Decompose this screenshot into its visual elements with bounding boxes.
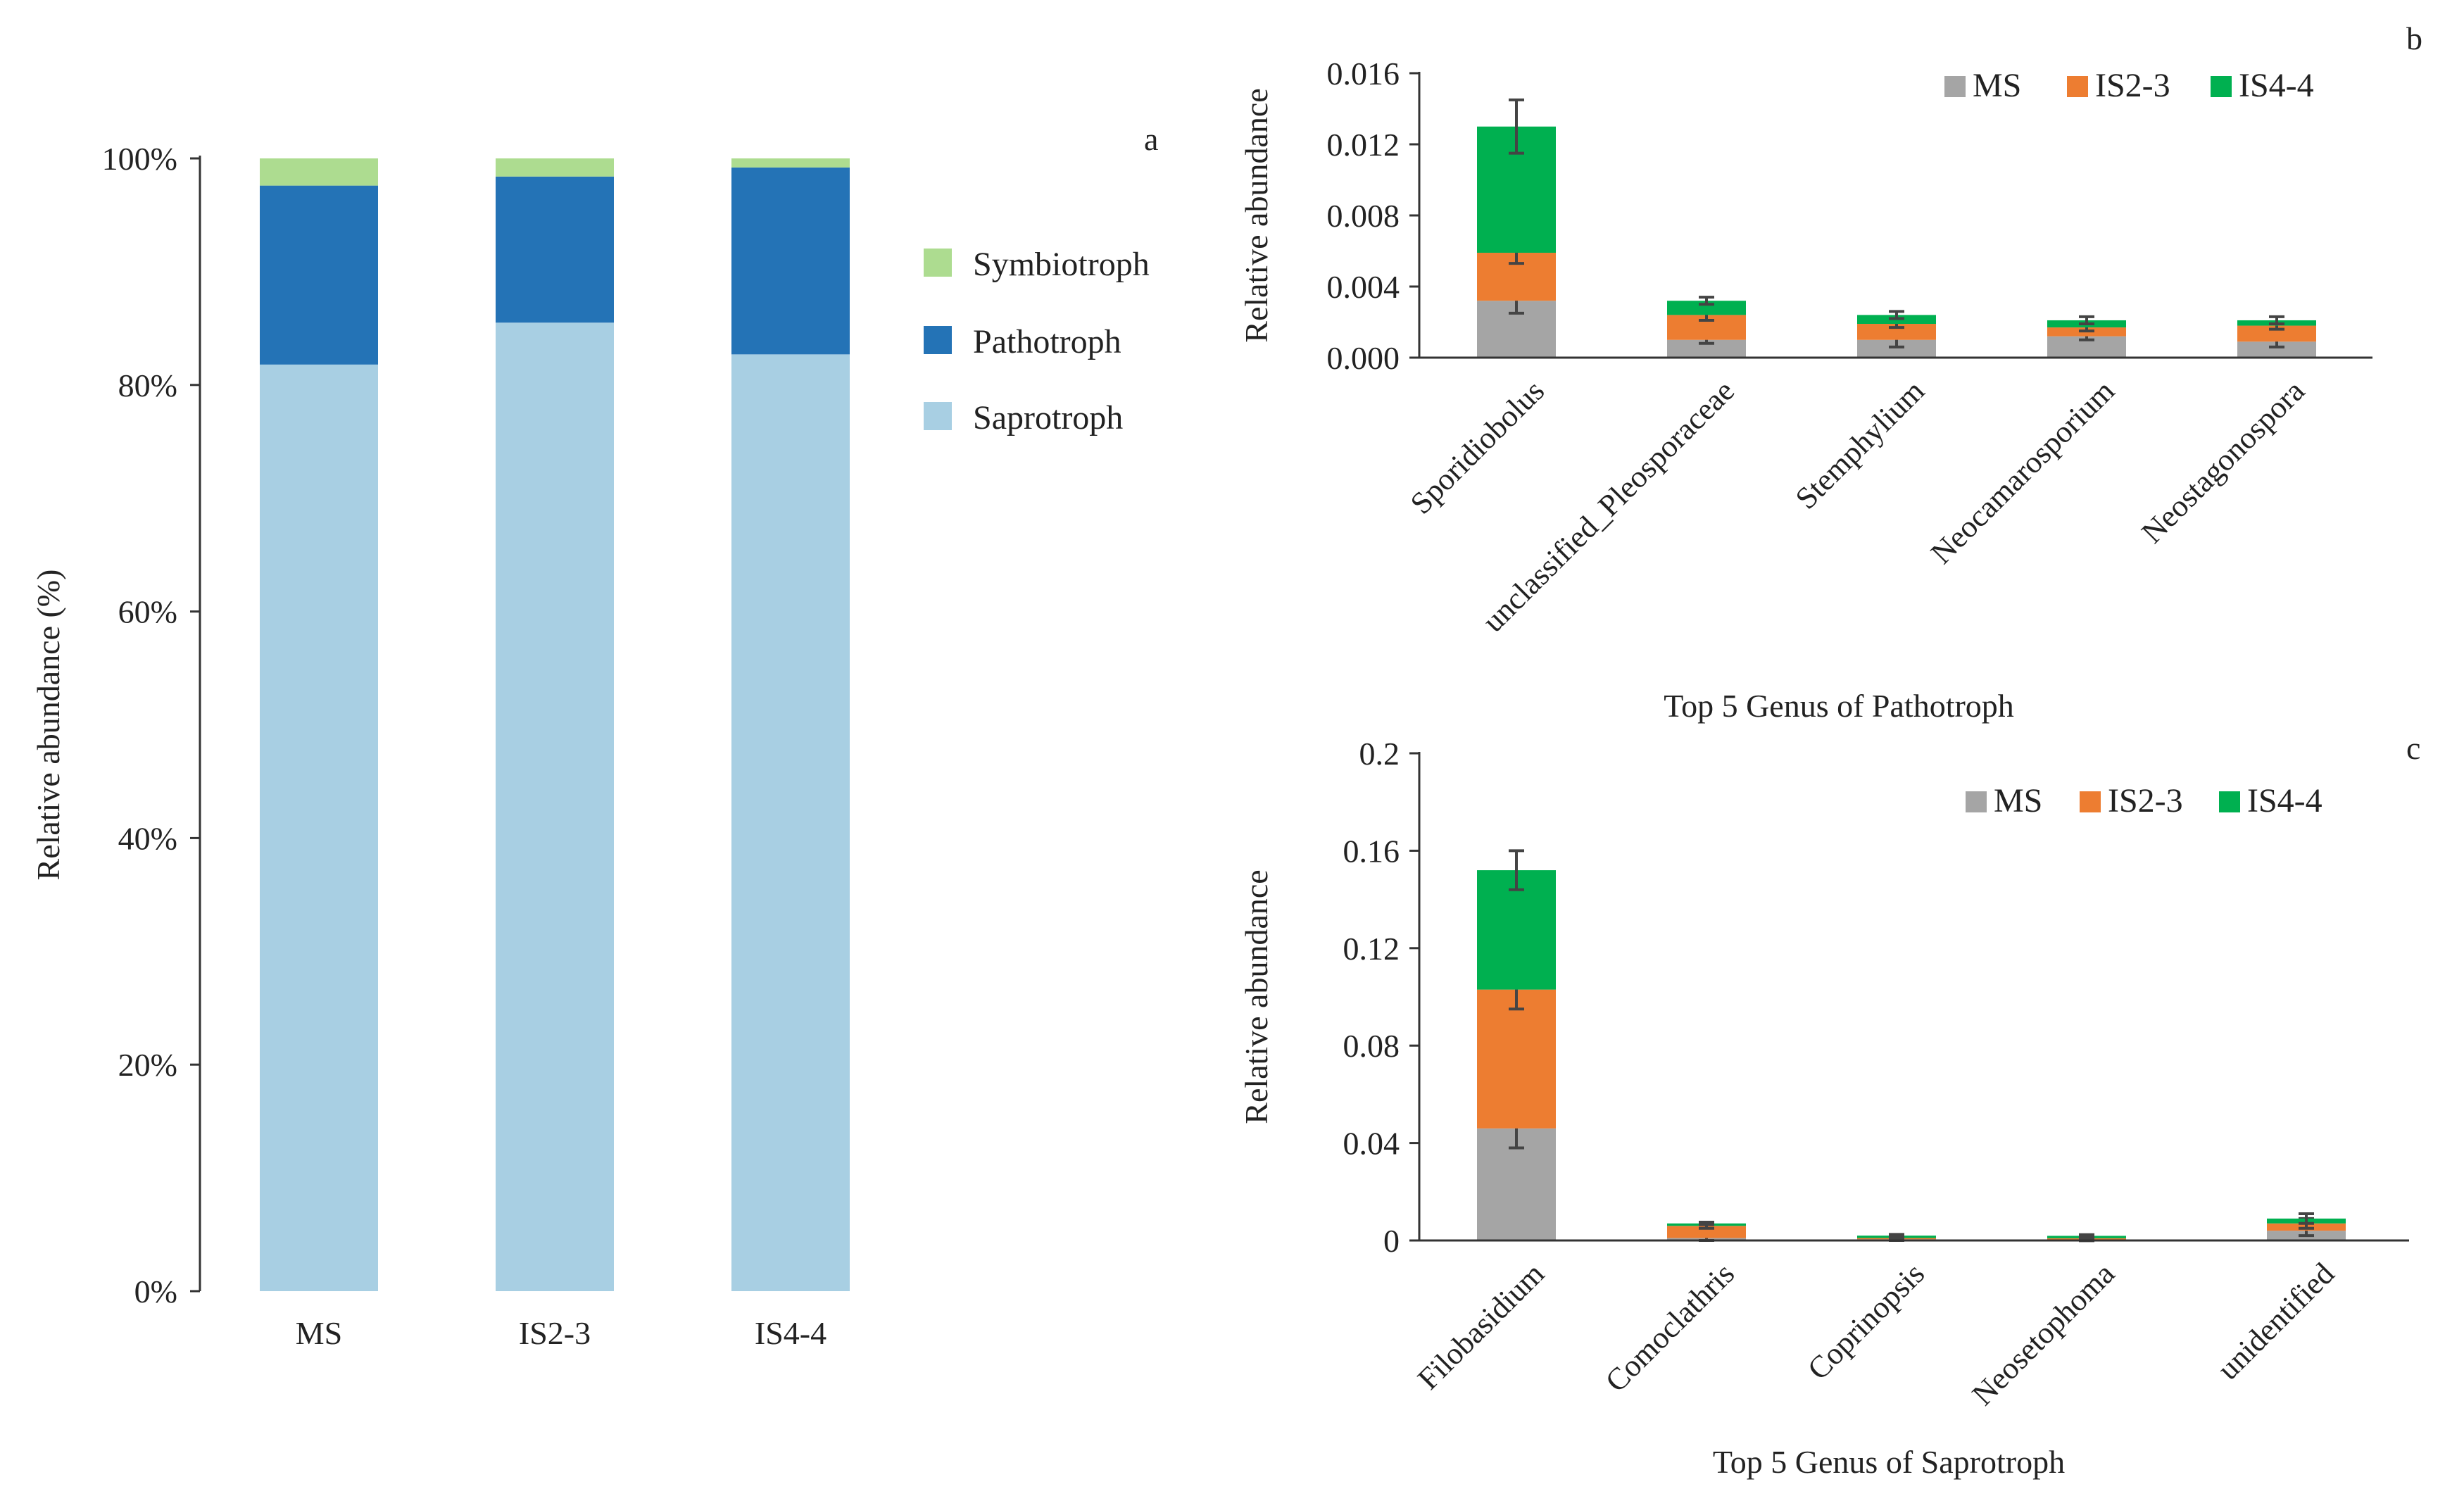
title-c: Top 5 Genus of Saprotroph — [1713, 1444, 2065, 1480]
legend-swatch-c-is2-3 — [2080, 791, 2101, 812]
y-tick-label-c: 0.08 — [1343, 1028, 1400, 1064]
y-axis-label-b: Relative abundance — [1238, 88, 1274, 342]
bar-a-saprotroph-ms — [260, 364, 378, 1291]
legend-swatch-b-is4-4 — [2211, 76, 2232, 97]
x-tick-c-unidentified: unidentified — [2211, 1256, 2341, 1386]
title-b: Top 5 Genus of Pathotroph — [1664, 688, 2014, 724]
legend-label-b-is4-4: IS4-4 — [2239, 67, 2314, 104]
panel-label-c: c — [2406, 730, 2420, 766]
y-axis-label-c: Relative abundance — [1238, 869, 1274, 1124]
legend-label-c-is2-3: IS2-3 — [2108, 782, 2183, 819]
bar-a-pathotroph-is4-4 — [731, 167, 850, 355]
legend-label-b-ms: MS — [1973, 67, 2021, 104]
bar-b-is2-3-stemphylium — [1857, 324, 1936, 340]
y-tick-label-a: 40% — [118, 820, 177, 856]
y-axis-label-a: Relative abundance (%) — [30, 570, 66, 881]
bar-a-saprotroph-is2-3 — [496, 322, 614, 1292]
legend-swatch-a-pathotroph — [924, 326, 952, 354]
y-tick-label-b: 0.012 — [1327, 127, 1400, 163]
bar-a-saprotroph-is4-4 — [731, 354, 850, 1292]
legend-swatch-c-is4-4 — [2219, 791, 2240, 812]
x-tick-b-neostagonospora: Neostagonospora — [2135, 373, 2311, 550]
bar-a-symbiotroph-ms — [260, 158, 378, 186]
x-tick-b-stemphylium: Stemphylium — [1789, 373, 1931, 515]
legend-label-a-pathotroph: Pathotroph — [973, 323, 1121, 360]
legend-label-a-symbiotroph: Symbiotroph — [973, 246, 1150, 283]
panel-label-b: b — [2406, 20, 2422, 56]
y-tick-label-c: 0.2 — [1359, 736, 1400, 772]
y-tick-label-c: 0.12 — [1343, 931, 1400, 967]
bar-c-is2-3-filobasidium — [1477, 989, 1556, 1129]
legend-label-a-saprotroph: Saprotroph — [973, 399, 1123, 436]
y-tick-label-b: 0.008 — [1327, 198, 1400, 234]
y-tick-label-a: 60% — [118, 594, 177, 630]
legend-label-c-ms: MS — [1994, 782, 2042, 819]
x-tick-a-is4-4: IS4-4 — [755, 1315, 826, 1351]
legend-swatch-b-is2-3 — [2067, 76, 2088, 97]
y-tick-label-a: 0% — [134, 1274, 177, 1309]
bar-b-is2-3-neostagonospora — [2237, 325, 2316, 342]
x-tick-c-coprinopsis: Coprinopsis — [1801, 1256, 1931, 1386]
y-tick-label-b: 0.016 — [1327, 56, 1400, 92]
y-tick-label-c: 0.04 — [1343, 1126, 1400, 1162]
panel-label-a: a — [1144, 121, 1158, 157]
x-tick-c-neosetophoma: Neosetophoma — [1966, 1256, 2121, 1412]
bar-a-symbiotroph-is4-4 — [731, 158, 850, 168]
bar-a-pathotroph-ms — [260, 185, 378, 365]
legend-swatch-c-ms — [1966, 791, 1987, 812]
x-tick-b-neocamarosporium: Neocamarosporium — [1924, 373, 2121, 570]
bar-a-pathotroph-is2-3 — [496, 176, 614, 323]
x-tick-a-is2-3: IS2-3 — [519, 1315, 591, 1351]
legend-swatch-a-saprotroph — [924, 402, 952, 430]
y-tick-label-b: 0.000 — [1327, 340, 1400, 376]
legend-swatch-b-ms — [1944, 76, 1966, 97]
y-tick-label-c: 0.16 — [1343, 833, 1400, 869]
x-tick-c-comoclathris: Comoclathris — [1599, 1256, 1741, 1398]
y-tick-label-a: 20% — [118, 1047, 177, 1083]
bar-c-is2-3-comoclathris — [1667, 1226, 1746, 1238]
legend-label-c-is4-4: IS4-4 — [2247, 782, 2322, 819]
y-tick-label-c: 0 — [1383, 1223, 1400, 1259]
bar-a-symbiotroph-is2-3 — [496, 158, 614, 177]
bar-b-ms-neostagonospora — [2237, 341, 2316, 358]
bar-b-is4-4-unclassified_pleosporaceae — [1667, 301, 1746, 315]
legend-swatch-a-symbiotroph — [924, 249, 952, 277]
y-tick-label-b: 0.004 — [1327, 269, 1400, 305]
x-tick-a-ms: MS — [296, 1315, 342, 1351]
y-tick-label-a: 80% — [118, 367, 177, 403]
legend-label-b-is2-3: IS2-3 — [2095, 67, 2170, 104]
y-tick-label-a: 100% — [102, 141, 177, 177]
x-tick-c-filobasidium: Filobasidium — [1411, 1256, 1551, 1396]
x-tick-b-sporidiobolus: Sporidiobolus — [1404, 373, 1551, 520]
